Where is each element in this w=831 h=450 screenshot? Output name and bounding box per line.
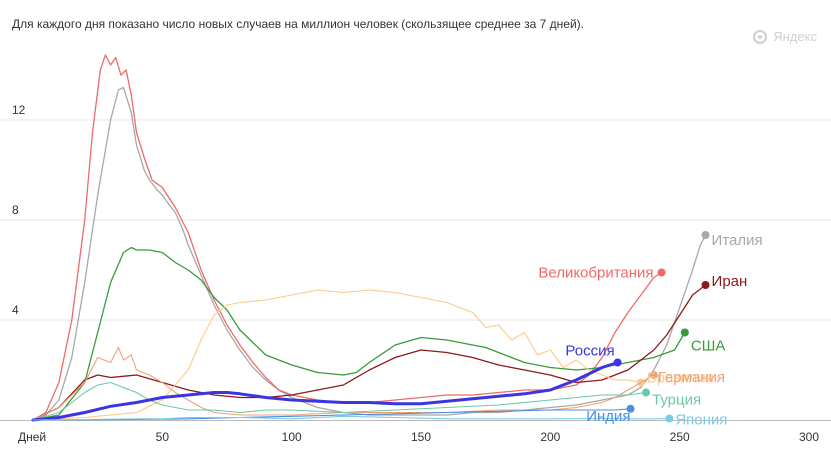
series-end-marker	[701, 281, 710, 289]
series-end-marker	[649, 371, 658, 379]
series-line	[32, 408, 632, 421]
axis-ticks: 4 8 12 Дней 50 100 150 200 250 300	[12, 103, 819, 444]
series-labels: Италия Великобритания Иран США Россия Бразили…	[538, 232, 762, 429]
grid	[0, 119, 831, 421]
brand-text: Яндекс	[773, 29, 817, 44]
y-tick-label: 8	[12, 203, 19, 217]
x-tick-label: 250	[670, 430, 690, 444]
series-end-marker	[701, 231, 710, 239]
series-lines	[31, 54, 710, 423]
series-line	[32, 86, 707, 421]
x-tick-label: 300	[799, 430, 819, 444]
series-line	[32, 54, 663, 421]
series-line	[32, 346, 655, 421]
x-tick-label: 150	[411, 430, 431, 444]
x-tick-label: 50	[156, 430, 170, 444]
series-end-marker	[613, 358, 622, 367]
series-label: Турция	[652, 392, 701, 409]
series-label: Бразилия	[647, 370, 714, 387]
series-label: Италия	[712, 232, 763, 249]
series-line	[32, 381, 647, 421]
y-tick-label: 12	[12, 103, 26, 117]
yandex-logo-icon	[753, 29, 768, 44]
series-line	[32, 415, 670, 421]
series-line	[32, 289, 642, 421]
series-end-marker	[657, 268, 666, 277]
series-label: Индия	[586, 408, 630, 425]
brand-watermark: Яндекс	[753, 29, 817, 44]
series-label: Великобритания	[538, 265, 653, 282]
series-label: Россия	[565, 343, 614, 360]
series-label: Япония	[675, 412, 727, 429]
series-label: Иран	[712, 273, 748, 290]
series-line	[31, 361, 620, 422]
series-label: Германия	[658, 369, 725, 386]
x-tick-label: 200	[540, 430, 560, 444]
series-end-marker	[642, 388, 651, 397]
y-tick-label: 4	[12, 303, 19, 317]
series-end-marker	[665, 414, 674, 423]
x-tick-label: 100	[282, 430, 302, 444]
series-line	[32, 284, 707, 421]
series-end-marker	[626, 404, 635, 413]
x-axis-label: Дней	[18, 430, 46, 444]
series-label: США	[691, 338, 726, 355]
chart-caption: Для каждого дня показано число новых слу…	[12, 17, 584, 31]
series-end-marker	[680, 328, 689, 337]
series-line	[32, 246, 686, 421]
